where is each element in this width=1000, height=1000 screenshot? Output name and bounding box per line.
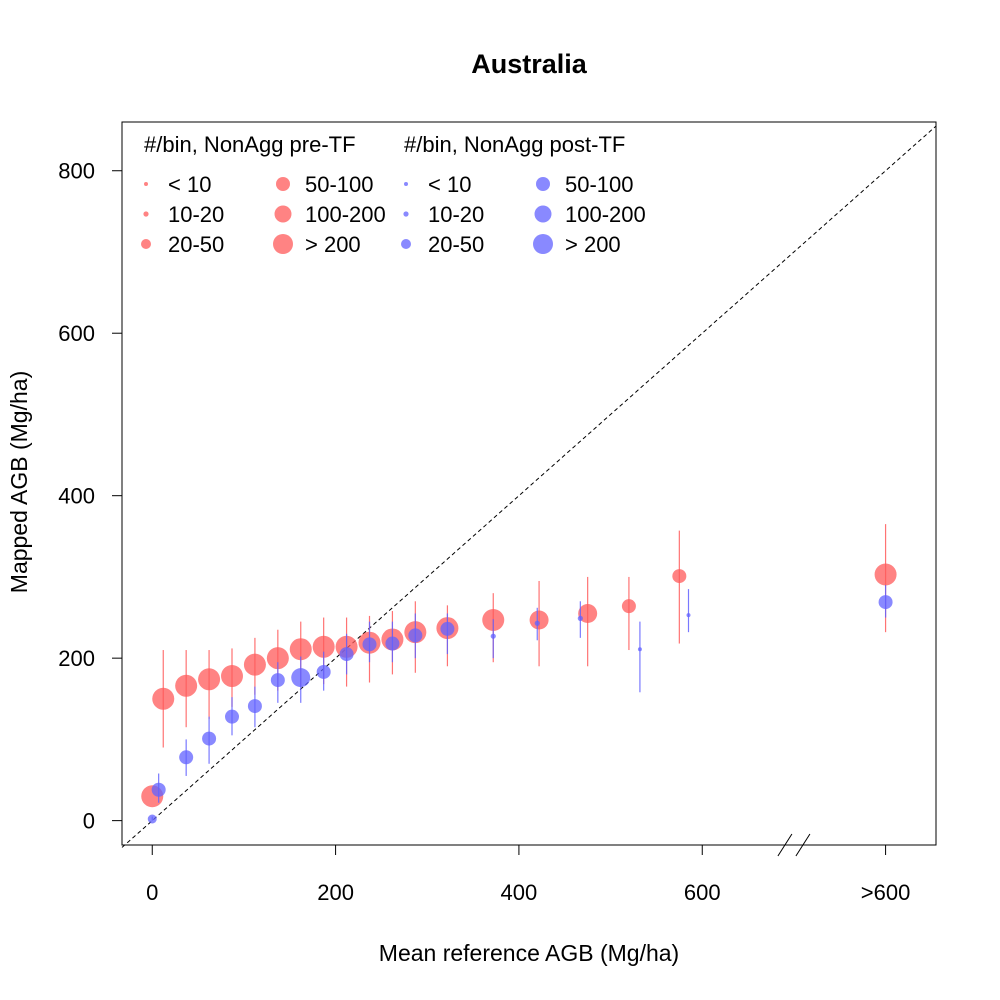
- legend-label: < 10: [168, 172, 211, 197]
- x-tick-label: 0: [146, 880, 158, 905]
- y-tick-label: 0: [83, 809, 95, 834]
- data-point: [202, 731, 217, 746]
- data-point: [243, 653, 266, 676]
- legend-label: 100-200: [565, 202, 646, 227]
- legend-label: 20-50: [428, 232, 484, 257]
- y-axis-label: Mapped AGB (Mg/ha): [6, 371, 32, 593]
- data-point: [291, 668, 311, 688]
- y-tick-label: 600: [58, 321, 95, 346]
- y-tick-label: 400: [58, 484, 95, 509]
- y-tick-label: 200: [58, 646, 95, 671]
- series-2: [147, 585, 893, 824]
- data-point: [878, 595, 893, 610]
- data-point: [672, 569, 687, 584]
- plot-area: 0 200 400 600 >600 0 200 400 600 800: [58, 121, 937, 905]
- legend-marker: [143, 211, 149, 217]
- series-1: [141, 524, 897, 808]
- data-point: [408, 628, 423, 643]
- data-point: [385, 636, 400, 651]
- chart-title: Australia: [471, 49, 588, 79]
- legend-label: > 200: [305, 232, 361, 257]
- data-point: [621, 599, 636, 614]
- legend-marker: [404, 182, 408, 186]
- data-point: [686, 613, 691, 618]
- data-point: [362, 637, 377, 652]
- legend-title: #/bin, NonAgg pre-TF: [144, 132, 356, 157]
- x-tick-label: 200: [317, 880, 354, 905]
- data-point: [147, 814, 157, 824]
- legend-label: 10-20: [428, 202, 484, 227]
- data-point: [577, 615, 583, 621]
- x-tick-label: 600: [684, 880, 721, 905]
- legend-label: > 200: [565, 232, 621, 257]
- legend-title: #/bin, NonAgg post-TF: [404, 132, 625, 157]
- legend-marker: [533, 234, 553, 254]
- legend-label: 50-100: [305, 172, 374, 197]
- data-point: [175, 674, 198, 697]
- data-point: [339, 647, 354, 662]
- data-point: [312, 635, 335, 658]
- data-point: [247, 699, 262, 714]
- x-tick-label: >600: [861, 880, 911, 905]
- data-point: [534, 620, 540, 626]
- legend-marker: [141, 239, 151, 249]
- data-point: [637, 647, 642, 652]
- y-tick-label: 800: [58, 159, 95, 184]
- data-point: [266, 647, 289, 670]
- data-point: [225, 709, 239, 724]
- legend-label: < 10: [428, 172, 471, 197]
- data-point: [440, 621, 455, 636]
- legend-marker: [276, 177, 290, 191]
- legend-marker: [534, 205, 552, 223]
- legend-marker: [273, 234, 293, 254]
- legend-marker: [144, 182, 148, 186]
- legend-marker: [403, 211, 409, 217]
- x-axis-label: Mean reference AGB (Mg/ha): [379, 940, 679, 966]
- data-point: [152, 687, 175, 710]
- legend-label: 50-100: [565, 172, 634, 197]
- legend-label: 100-200: [305, 202, 386, 227]
- legend: #/bin, NonAgg pre-TF < 10 10-20 20-50 50-100…: [141, 132, 646, 257]
- data-point: [874, 563, 897, 586]
- data-point: [221, 665, 243, 688]
- plot-frame: [121, 121, 937, 846]
- data-point: [198, 668, 221, 691]
- one-to-one-line: [121, 125, 937, 848]
- data-point: [179, 750, 194, 765]
- legend-marker: [274, 205, 292, 223]
- legend-marker: [536, 177, 550, 191]
- data-point: [490, 633, 496, 639]
- legend-label: 10-20: [168, 202, 224, 227]
- data-point: [289, 638, 312, 661]
- data-point: [529, 610, 549, 630]
- legend-marker: [401, 239, 411, 249]
- data-point: [316, 664, 331, 679]
- x-tick-label: 400: [501, 880, 538, 905]
- axis-break-mark: [795, 833, 811, 857]
- legend-label: 20-50: [168, 232, 224, 257]
- axis-break-mark: [777, 833, 793, 857]
- data-point: [151, 782, 166, 797]
- data-point: [270, 673, 285, 688]
